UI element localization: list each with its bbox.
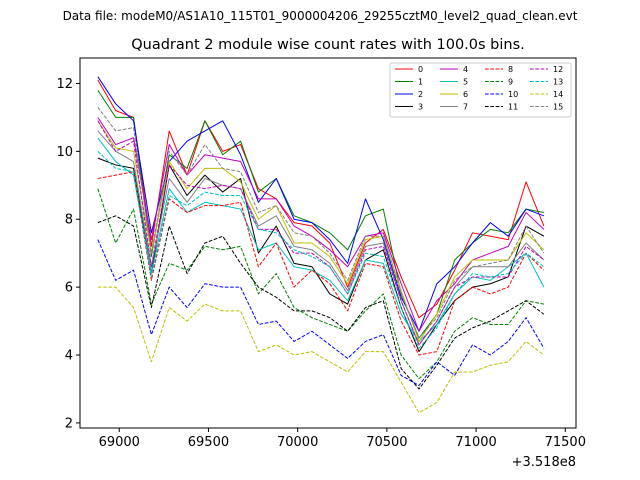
legend-label-10: 10 [508, 90, 518, 99]
y-tick-label: 2 [65, 416, 73, 431]
x-tick-label: 71500 [545, 435, 586, 450]
legend-label-11: 11 [508, 103, 518, 112]
series-line-8 [97, 171, 545, 356]
series-line-11 [97, 215, 545, 390]
series-line-15 [97, 106, 545, 339]
chart-title: Quadrant 2 module wise count rates with … [131, 37, 525, 53]
legend-box [389, 62, 572, 118]
series-line-7 [97, 130, 545, 346]
axes-frame [79, 57, 577, 429]
series-line-0 [97, 79, 545, 319]
y-tick-label: 4 [65, 349, 73, 364]
x-tick-label: 70500 [366, 435, 407, 450]
legend-label-6: 6 [463, 90, 468, 99]
series-line-10 [97, 239, 545, 387]
x-tick-label: 69000 [99, 435, 140, 450]
y-tick-label: 6 [65, 281, 73, 296]
legend-label-7: 7 [463, 103, 468, 112]
legend-label-3: 3 [418, 103, 423, 112]
legend-label-5: 5 [463, 78, 468, 87]
legend-label-8: 8 [508, 65, 513, 74]
legend-label-15: 15 [553, 103, 563, 112]
series-layer [97, 76, 545, 414]
y-tick-label: 12 [56, 77, 73, 92]
y-tick-label: 10 [56, 145, 73, 160]
x-offset-label: +3.518e8 [512, 455, 576, 470]
x-tick-label: 69500 [188, 435, 229, 450]
x-tick-label: 70000 [277, 435, 318, 450]
legend-label-2: 2 [418, 90, 423, 99]
series-line-12 [97, 120, 545, 346]
y-tick-label: 8 [65, 213, 73, 228]
series-line-9 [97, 188, 544, 380]
legend-label-9: 9 [508, 78, 513, 87]
series-line-6 [97, 120, 545, 342]
legend-label-0: 0 [418, 65, 423, 74]
chart-suptitle: Data file: modeM0/AS1A10_115T01_90000042… [63, 9, 578, 23]
x-tick-label: 71000 [455, 435, 496, 450]
series-line-4 [97, 117, 545, 332]
series-line-2 [97, 76, 545, 332]
series-line-1 [97, 89, 544, 339]
legend-label-1: 1 [418, 78, 423, 87]
series-line-13 [97, 150, 545, 349]
legend-label-4: 4 [463, 65, 468, 74]
legend-label-13: 13 [553, 78, 563, 87]
series-line-14 [97, 286, 545, 414]
legend-label-14: 14 [553, 90, 563, 99]
legend-label-12: 12 [553, 65, 563, 74]
series-line-5 [97, 137, 545, 342]
